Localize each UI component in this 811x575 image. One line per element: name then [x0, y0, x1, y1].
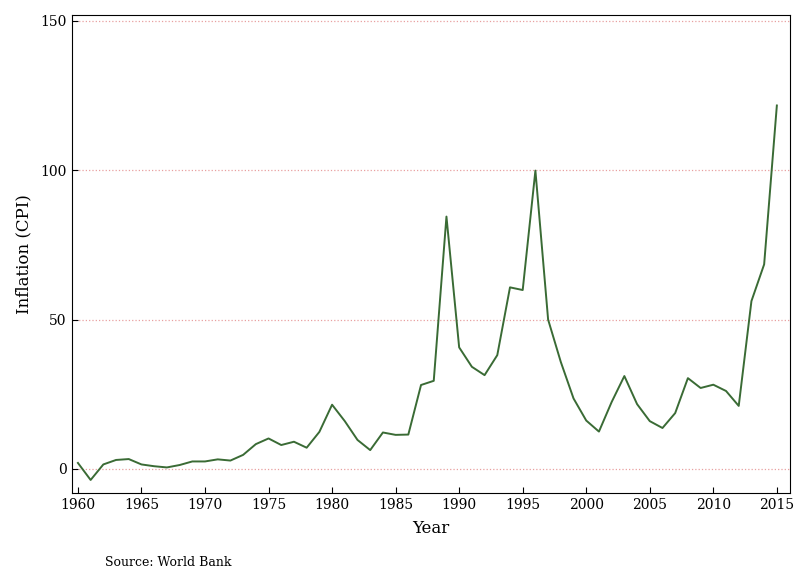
Text: Source: World Bank: Source: World Bank — [105, 556, 232, 569]
X-axis label: Year: Year — [412, 520, 449, 537]
Y-axis label: Inflation (CPI): Inflation (CPI) — [15, 194, 32, 314]
